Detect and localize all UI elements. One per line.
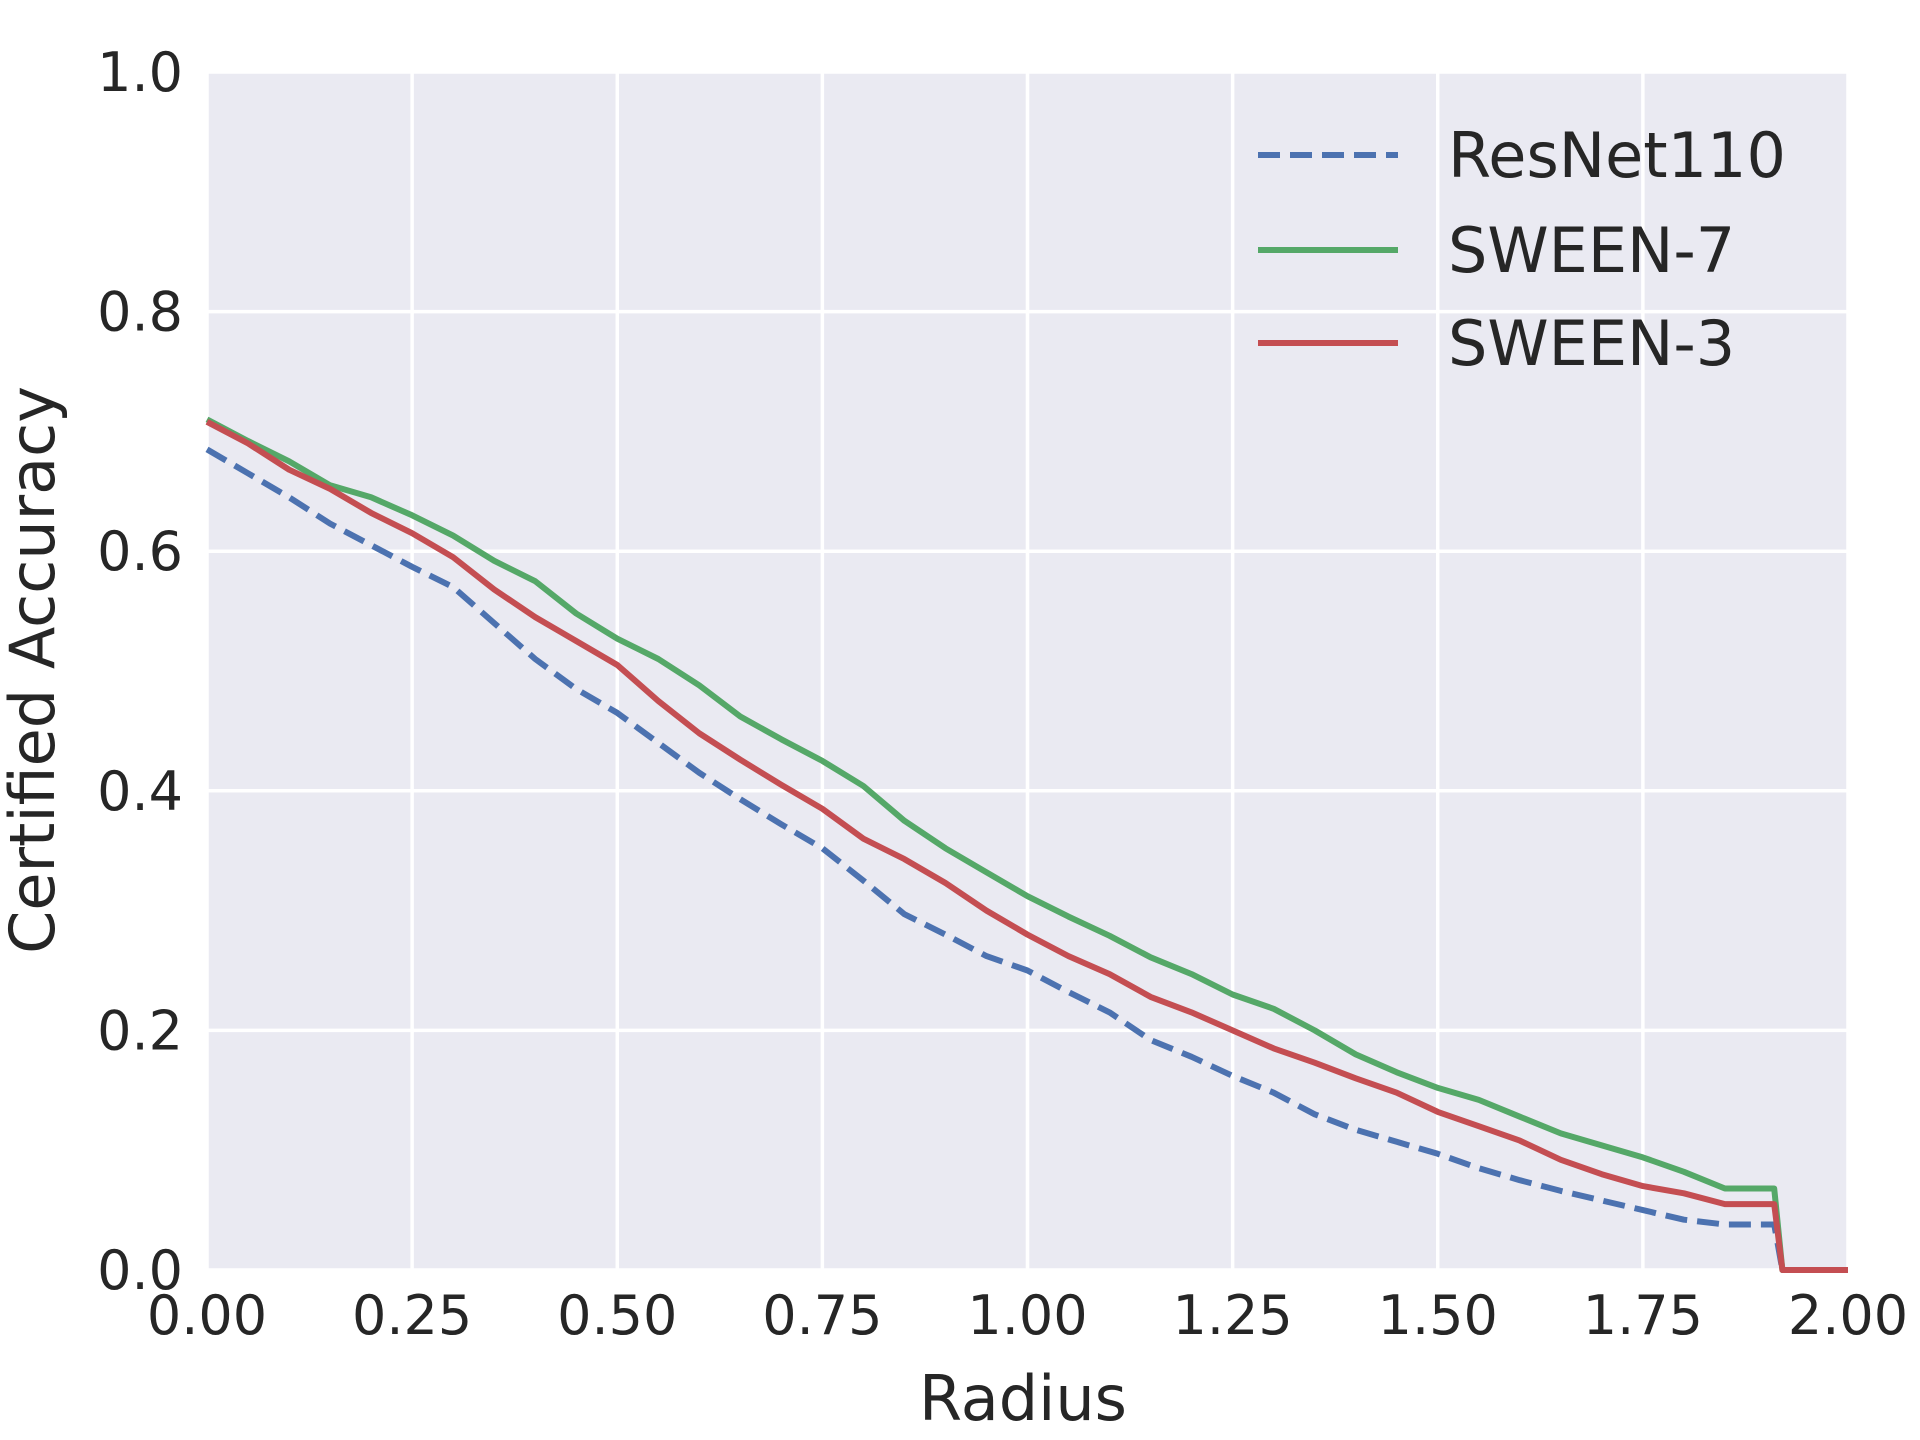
y-tick-label: 0.2 — [97, 999, 183, 1062]
y-tick-label: 0.4 — [97, 760, 183, 823]
legend-label-sween-3: SWEEN-3 — [1448, 307, 1735, 380]
series-line-sween-3 — [205, 419, 1848, 1273]
x-tick-label: 2.00 — [1788, 1284, 1908, 1347]
x-tick-label: 1.75 — [1583, 1284, 1703, 1347]
x-tick-label: 0.25 — [352, 1284, 472, 1347]
y-tick-label: 1.0 — [97, 41, 183, 104]
y-axis-title: Certified Accuracy — [0, 386, 69, 954]
x-tick-label: 0.75 — [762, 1284, 882, 1347]
series-lines — [205, 416, 1848, 1273]
x-tick-label: 0.50 — [557, 1284, 677, 1347]
x-tick-label: 0.00 — [147, 1284, 267, 1347]
x-tick-label: 1.25 — [1173, 1284, 1293, 1347]
x-tick-label: 1.00 — [967, 1284, 1087, 1347]
x-tick-labels: 0.00 0.25 0.50 0.75 1.00 1.25 1.50 1.75 2.00 — [147, 1284, 1908, 1347]
y-tick-label: 0.0 — [97, 1239, 183, 1302]
legend: ResNet110 SWEEN-7 SWEEN-3 — [1258, 119, 1786, 380]
legend-label-resnet110: ResNet110 — [1448, 119, 1786, 192]
x-axis-title: Radius — [919, 1362, 1127, 1435]
y-tick-label: 0.6 — [97, 520, 183, 583]
legend-label-sween-7: SWEEN-7 — [1448, 214, 1735, 287]
x-tick-label: 1.50 — [1378, 1284, 1498, 1347]
y-tick-labels: 0.0 0.2 0.4 0.6 0.8 1.0 — [97, 41, 183, 1302]
y-tick-label: 0.8 — [97, 281, 183, 344]
series-line-sween-7 — [205, 416, 1848, 1273]
series-line-resnet110 — [205, 446, 1848, 1273]
gridlines — [205, 70, 1850, 1272]
